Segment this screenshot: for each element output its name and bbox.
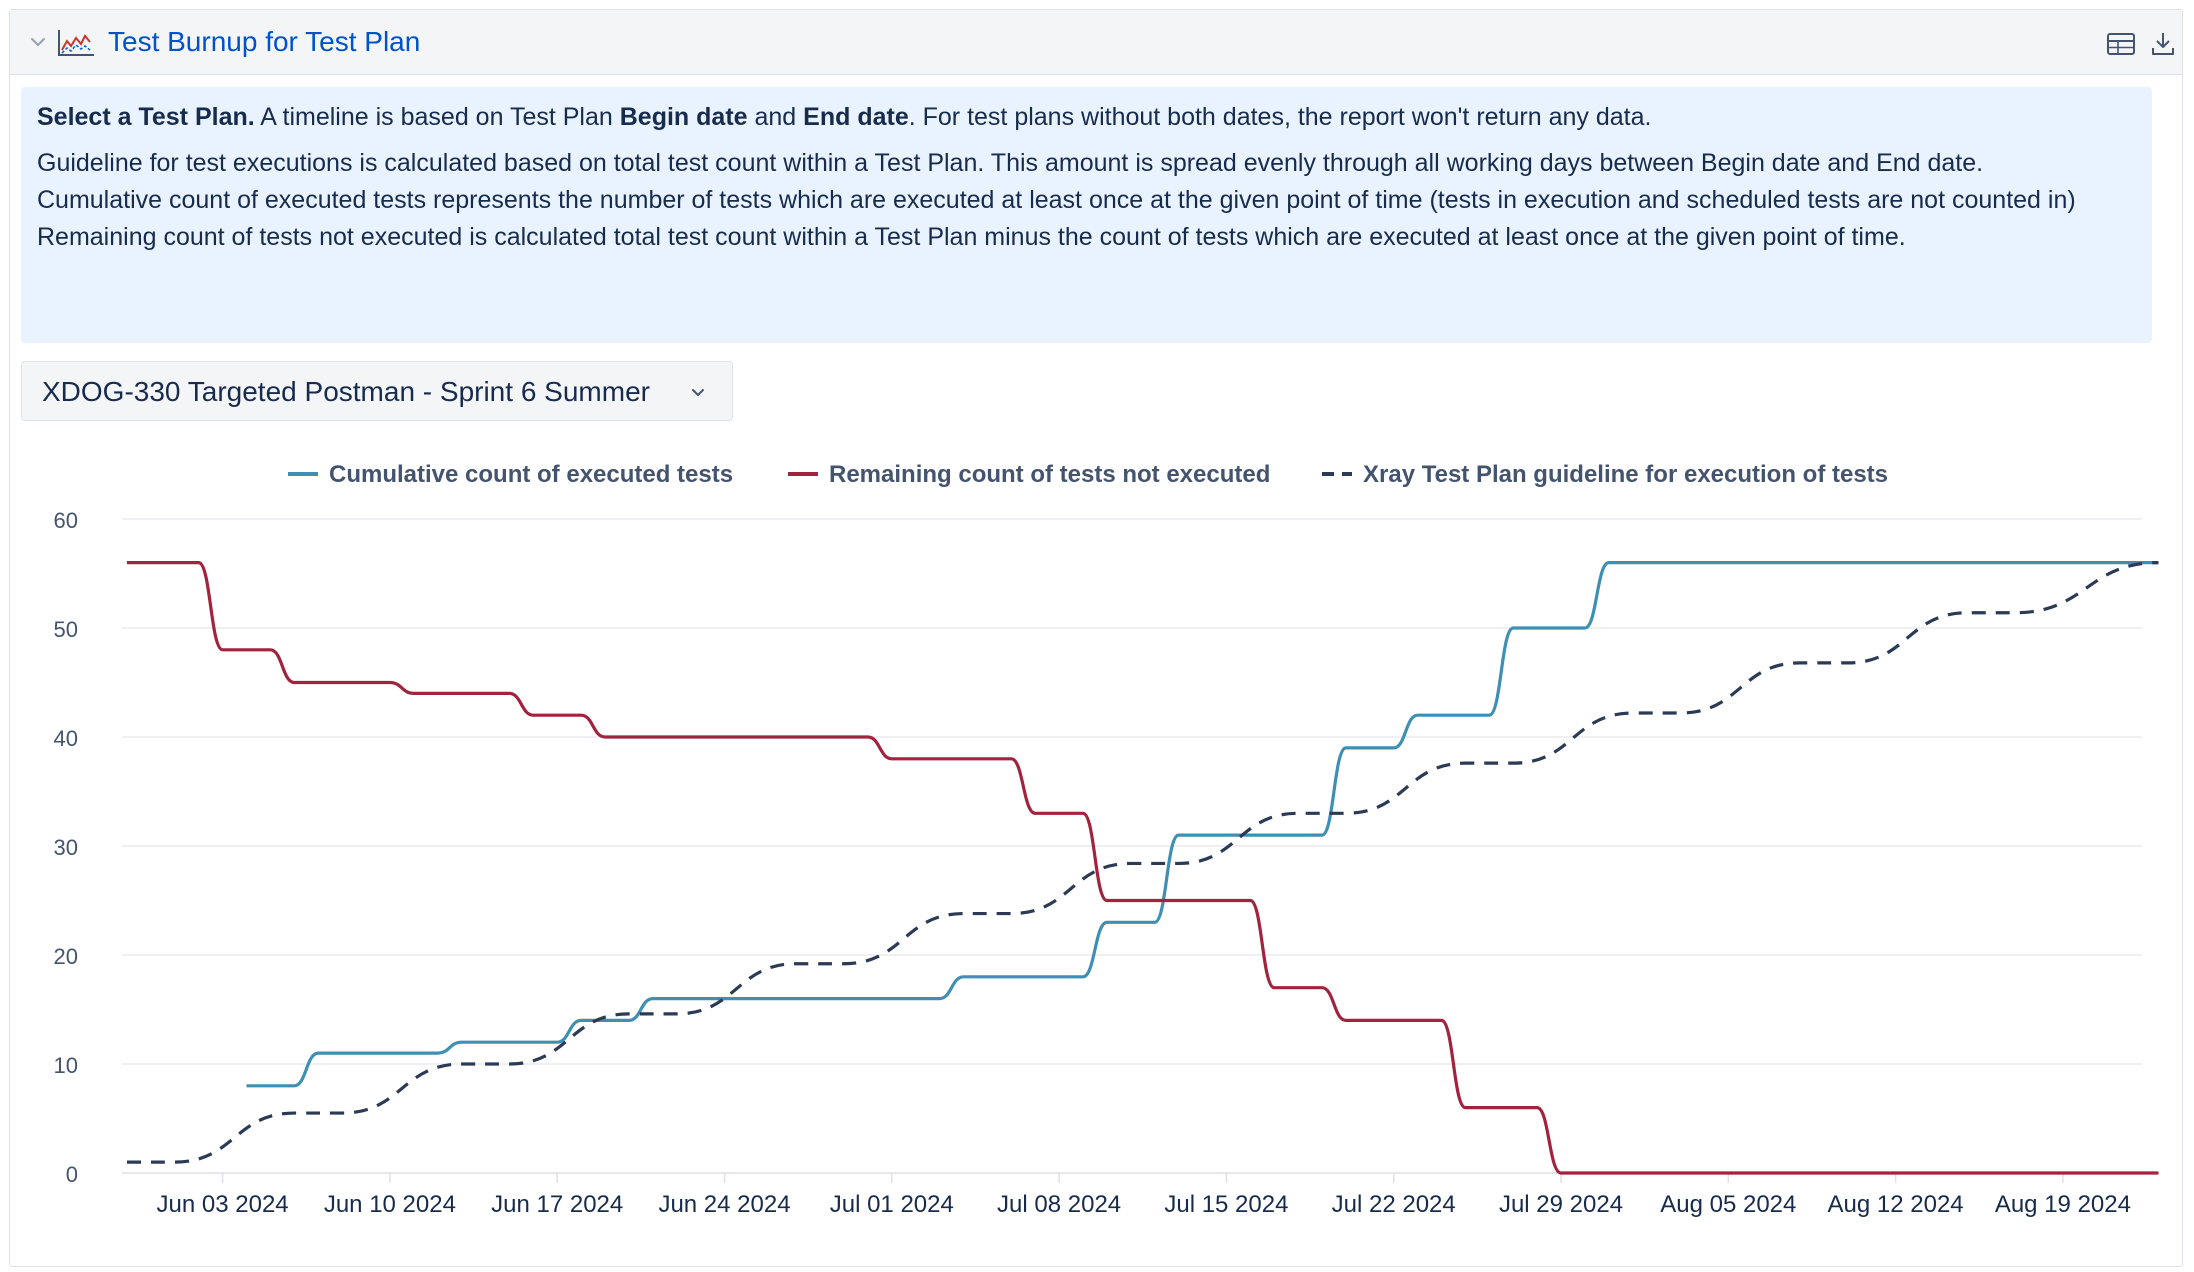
x-tick-label: Jun 17 2024: [491, 1191, 623, 1218]
x-tick-label: Jun 10 2024: [324, 1191, 456, 1218]
y-tick-label: 60: [54, 508, 78, 533]
legend-label-1[interactable]: Cumulative count of executed tests: [329, 461, 733, 488]
x-tick-label: Aug 12 2024: [1828, 1191, 1964, 1218]
line-chart-icon: [58, 30, 94, 56]
series-line-1[interactable]: [246, 560, 2159, 1088]
x-tick-label: Jun 03 2024: [157, 1191, 289, 1218]
info-line-2: Guideline for test executions is calcula…: [37, 149, 1984, 177]
chevron-down-icon[interactable]: [28, 32, 48, 52]
download-icon[interactable]: [2148, 30, 2178, 58]
x-tick-label: Aug 05 2024: [1660, 1191, 1796, 1218]
x-tick-label: Jul 15 2024: [1164, 1191, 1288, 1218]
test-plan-select-value: XDOG-330 Targeted Postman - Sprint 6 Sum…: [42, 376, 650, 407]
info-banner: Select a Test Plan. A timeline is based …: [21, 87, 2152, 343]
table-icon[interactable]: [2106, 30, 2136, 58]
info-line-3: Cumulative count of executed tests repre…: [37, 186, 2076, 214]
legend-label-3[interactable]: Xray Test Plan guideline for execution o…: [1363, 461, 1888, 488]
y-tick-label: 20: [54, 944, 78, 969]
x-tick-label: Jul 29 2024: [1499, 1191, 1623, 1218]
info-line-1: Select a Test Plan. A timeline is based …: [37, 103, 1652, 131]
x-tick-label: Aug 19 2024: [1995, 1191, 2131, 1218]
info-line-4: Remaining count of tests not executed is…: [37, 223, 1906, 251]
y-tick-label: 40: [54, 726, 78, 751]
y-tick-label: 10: [54, 1053, 78, 1078]
chevron-down-icon: [692, 389, 704, 396]
legend-label-2[interactable]: Remaining count of tests not executed: [829, 461, 1270, 488]
y-tick-label: 50: [54, 617, 78, 642]
series-line-3[interactable]: [127, 561, 2159, 1164]
x-tick-label: Jul 01 2024: [830, 1191, 954, 1218]
test-plan-select[interactable]: XDOG-330 Targeted Postman - Sprint 6 Sum…: [21, 361, 733, 421]
report-title[interactable]: Test Burnup for Test Plan: [108, 26, 421, 57]
x-tick-label: Jul 22 2024: [1332, 1191, 1456, 1218]
x-tick-label: Jun 24 2024: [658, 1191, 790, 1218]
y-tick-label: 0: [66, 1162, 78, 1187]
panel-header: Test Burnup for Test Plan: [10, 10, 2182, 75]
series-line-2[interactable]: [127, 560, 2159, 1175]
y-tick-label: 30: [54, 835, 78, 860]
x-tick-label: Jul 08 2024: [997, 1191, 1121, 1218]
